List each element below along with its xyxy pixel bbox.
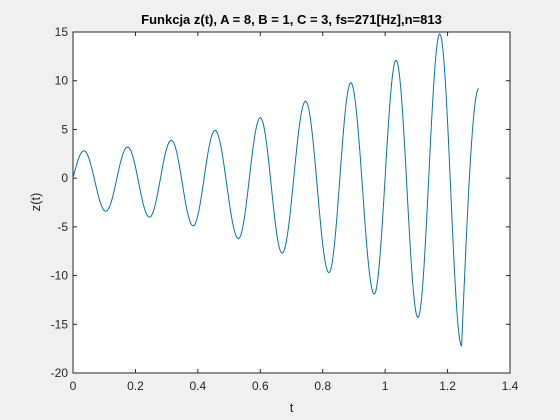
y-tick-label: -5 [57,220,68,234]
y-tick-label: -10 [51,269,69,283]
x-tick-label: 1.4 [502,379,519,393]
y-axis-ticks: -20 -15 -10 -5 0 5 10 15 [51,25,510,380]
chart-title: Funkcja z(t), A = 8, B = 1, C = 3, fs=27… [141,12,442,27]
y-tick-label: -15 [51,317,69,331]
x-tick-label: 1.2 [439,379,456,393]
y-tick-label: -20 [51,366,69,380]
x-axis-label: t [290,400,294,415]
x-tick-label: 0.8 [314,379,331,393]
y-tick-label: 5 [61,122,68,136]
y-tick-label: 15 [55,25,69,39]
x-tick-label: 0.6 [252,379,269,393]
y-tick-label: 10 [55,74,69,88]
y-tick-label: 0 [61,171,68,185]
x-tick-label: 0.4 [190,379,207,393]
x-tick-label: 0.2 [127,379,144,393]
y-axis-label: z(t) [28,193,43,212]
x-tick-label: 0 [70,379,77,393]
series-line-z [72,33,480,348]
x-axis-ticks: 0 0.2 0.4 0.6 0.8 1 1.2 1.4 [70,32,519,393]
x-tick-label: 1 [382,379,389,393]
